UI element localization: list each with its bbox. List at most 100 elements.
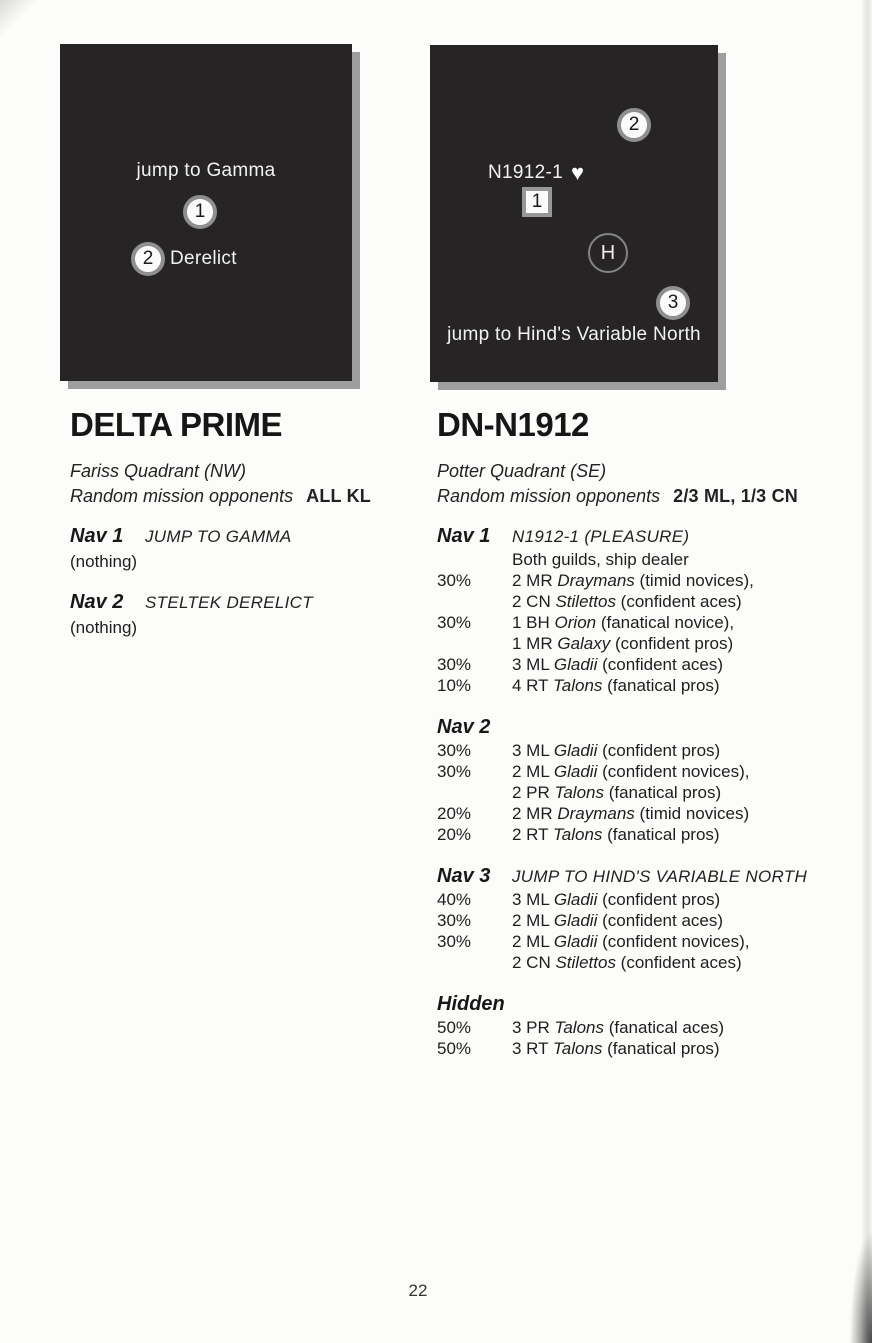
opponent-lines: 3 ML Gladii (confident pros) xyxy=(512,740,857,761)
probability-cell xyxy=(437,549,512,570)
system-title: DELTA PRIME xyxy=(70,406,283,443)
nav-label: Nav 2 xyxy=(70,591,124,613)
opponent-row: 30% 2 MR Draymans (timid novices), 2 CN St… xyxy=(437,570,857,612)
opponent-row: 50% 3 PR Talons (fanatical aces) xyxy=(437,1017,857,1038)
opponent-text: 2 MR xyxy=(512,804,558,823)
opponent-text: 2 PR xyxy=(512,783,555,802)
opponent-text: Both guilds, ship dealer xyxy=(512,550,689,569)
nav-heading: Nav 1 JUMP TO GAMMA xyxy=(70,525,400,549)
opponent-text: 2 RT xyxy=(512,825,553,844)
nav-label: Nav 3 xyxy=(437,865,491,887)
probability-cell: 20% xyxy=(437,825,472,844)
opponent-lines: Both guilds, ship dealer xyxy=(512,549,857,570)
opponents-label: Random mission opponents xyxy=(437,486,661,506)
dn-n1912-section: DN-N1912 Potter Quadrant (SE) Random mis… xyxy=(437,408,857,1059)
nav-desc: N1912-1 (PLEASURE) xyxy=(512,527,690,546)
opponent-row: 30% 2 ML Gladii (confident novices), 2 PR … xyxy=(437,761,857,803)
opponent-lines: 3 RT Talons (fanatical pros) xyxy=(512,1038,857,1059)
ship-name: Stilettos xyxy=(555,953,616,972)
opponent-row: 30% 3 ML Gladii (confident aces) xyxy=(437,654,857,675)
opponent-text: 2 ML xyxy=(512,932,554,951)
opponent-text: 2 ML xyxy=(512,911,554,930)
delta-prime-map: jump to Gamma 1 2 Derelict xyxy=(60,44,352,381)
probability-cell: 30% xyxy=(437,571,472,590)
opponent-line: 3 ML Gladii (confident aces) xyxy=(512,654,857,675)
ship-name: Galaxy xyxy=(557,634,611,653)
opponent-text: (fanatical pros) xyxy=(604,783,722,802)
opponent-lines: 3 ML Gladii (confident aces) xyxy=(512,654,857,675)
scan-edge-artifact xyxy=(861,0,872,1343)
opponent-row: 50% 3 RT Talons (fanatical pros) xyxy=(437,1038,857,1059)
opponent-lines: 2 ML Gladii (confident aces) xyxy=(512,910,857,931)
opponent-row: Both guilds, ship dealer xyxy=(437,549,857,570)
ship-name: Gladii xyxy=(553,655,598,674)
hidden-nav-marker: H xyxy=(588,233,628,273)
opponent-line: 4 RT Talons (fanatical pros) xyxy=(512,675,857,696)
nav-desc: JUMP TO HIND'S VARIABLE NORTH xyxy=(512,867,808,886)
nav-section: Nav 1 N1912-1 (PLEASURE) Both guilds, ship… xyxy=(437,525,857,696)
opponent-text: (confident pros) xyxy=(597,741,721,760)
probability-cell: 20% xyxy=(437,804,472,823)
opponent-text: (fanatical novice), xyxy=(596,613,735,632)
ship-name: Gladii xyxy=(553,741,598,760)
opponent-text: 2 ML xyxy=(512,762,554,781)
opponent-text: (confident aces) xyxy=(615,953,742,972)
system-subtitle: Potter Quadrant (SE) Random mission oppo… xyxy=(437,459,857,509)
opponent-text: (fanatical pros) xyxy=(602,1039,720,1058)
probability-cell: 40% xyxy=(437,890,472,909)
opponent-text: (timid novices) xyxy=(634,804,750,823)
nav-note: (nothing) xyxy=(70,618,138,637)
nav-section: Nav 2 30% 3 ML Gladii (confident pros) 30% 2… xyxy=(437,716,857,845)
opponent-line: 3 RT Talons (fanatical pros) xyxy=(512,1038,857,1059)
probability-cell: 30% xyxy=(437,655,472,674)
nav-point-3-marker: 3 xyxy=(656,286,690,320)
opponent-line: 2 RT Talons (fanatical pros) xyxy=(512,824,857,845)
heart-icon: ♥ xyxy=(570,160,585,185)
ship-name: Gladii xyxy=(553,911,598,930)
nav-heading: Nav 1 N1912-1 (PLEASURE) xyxy=(437,525,857,549)
station-label: N1912-1 ♥ xyxy=(488,160,584,186)
opponent-lines: 2 ML Gladii (confident novices), 2 PR Tal… xyxy=(512,761,857,803)
opponent-text: (fanatical pros) xyxy=(602,676,720,695)
ship-name: Talons xyxy=(552,825,603,844)
opponent-text: (confident aces) xyxy=(597,911,724,930)
nav-heading: Nav 2 STELTEK DERELICT xyxy=(70,591,400,615)
nav-point-2-marker: 2 xyxy=(131,242,165,276)
opponents-line: Random mission opponents 2/3 ML, 1/3 CN xyxy=(437,484,857,509)
opponents-value: ALL KL xyxy=(306,486,371,506)
probability-cell: 30% xyxy=(437,911,472,930)
opponent-row: 10% 4 RT Talons (fanatical pros) xyxy=(437,675,857,696)
opponent-line: 2 CN Stilettos (confident aces) xyxy=(512,591,857,612)
opponent-row: 40% 3 ML Gladii (confident pros) xyxy=(437,889,857,910)
nav-desc: STELTEK DERELICT xyxy=(145,593,313,612)
opponents-value: 2/3 ML, 1/3 CN xyxy=(673,486,798,506)
opponent-text: 3 ML xyxy=(512,890,554,909)
opponent-text: (fanatical aces) xyxy=(604,1018,724,1037)
opponent-text: (confident aces) xyxy=(597,655,724,674)
opponent-text: 4 RT xyxy=(512,676,553,695)
opponent-line: 1 BH Orion (fanatical novice), xyxy=(512,612,857,633)
nav-heading: Hidden xyxy=(437,993,857,1017)
opponent-line: 2 ML Gladii (confident novices), xyxy=(512,761,857,782)
nav-label: Nav 1 xyxy=(437,525,491,547)
ship-name: Draymans xyxy=(557,571,635,590)
opponent-line: 2 ML Gladii (confident aces) xyxy=(512,910,857,931)
probability-cell: 30% xyxy=(437,613,472,632)
opponent-line: 2 ML Gladii (confident novices), xyxy=(512,931,857,952)
nav-item: Nav 1 JUMP TO GAMMA (nothing) xyxy=(70,525,400,573)
nav-point-1-base-marker: 1 xyxy=(522,187,552,217)
nav-point-1-marker: 1 xyxy=(183,195,217,229)
opponent-text: 2 CN xyxy=(512,592,556,611)
opponent-text: 2 MR xyxy=(512,571,558,590)
opponent-line: 3 PR Talons (fanatical aces) xyxy=(512,1017,857,1038)
opponent-line: 3 ML Gladii (confident pros) xyxy=(512,889,857,910)
opponent-row: 20% 2 MR Draymans (timid novices) xyxy=(437,803,857,824)
delta-prime-section: DELTA PRIME Fariss Quadrant (NW) Random … xyxy=(70,406,400,639)
ship-name: Gladii xyxy=(553,932,598,951)
opponent-row: 20% 2 RT Talons (fanatical pros) xyxy=(437,824,857,845)
opponent-line: 2 PR Talons (fanatical pros) xyxy=(512,782,857,803)
nav-item: Nav 2 STELTEK DERELICT (nothing) xyxy=(70,591,400,639)
jump-caption: jump to Gamma xyxy=(136,160,276,181)
nav-section: Hidden 50% 3 PR Talons (fanatical aces) 50%… xyxy=(437,993,857,1059)
opponent-line: 3 ML Gladii (confident pros) xyxy=(512,740,857,761)
